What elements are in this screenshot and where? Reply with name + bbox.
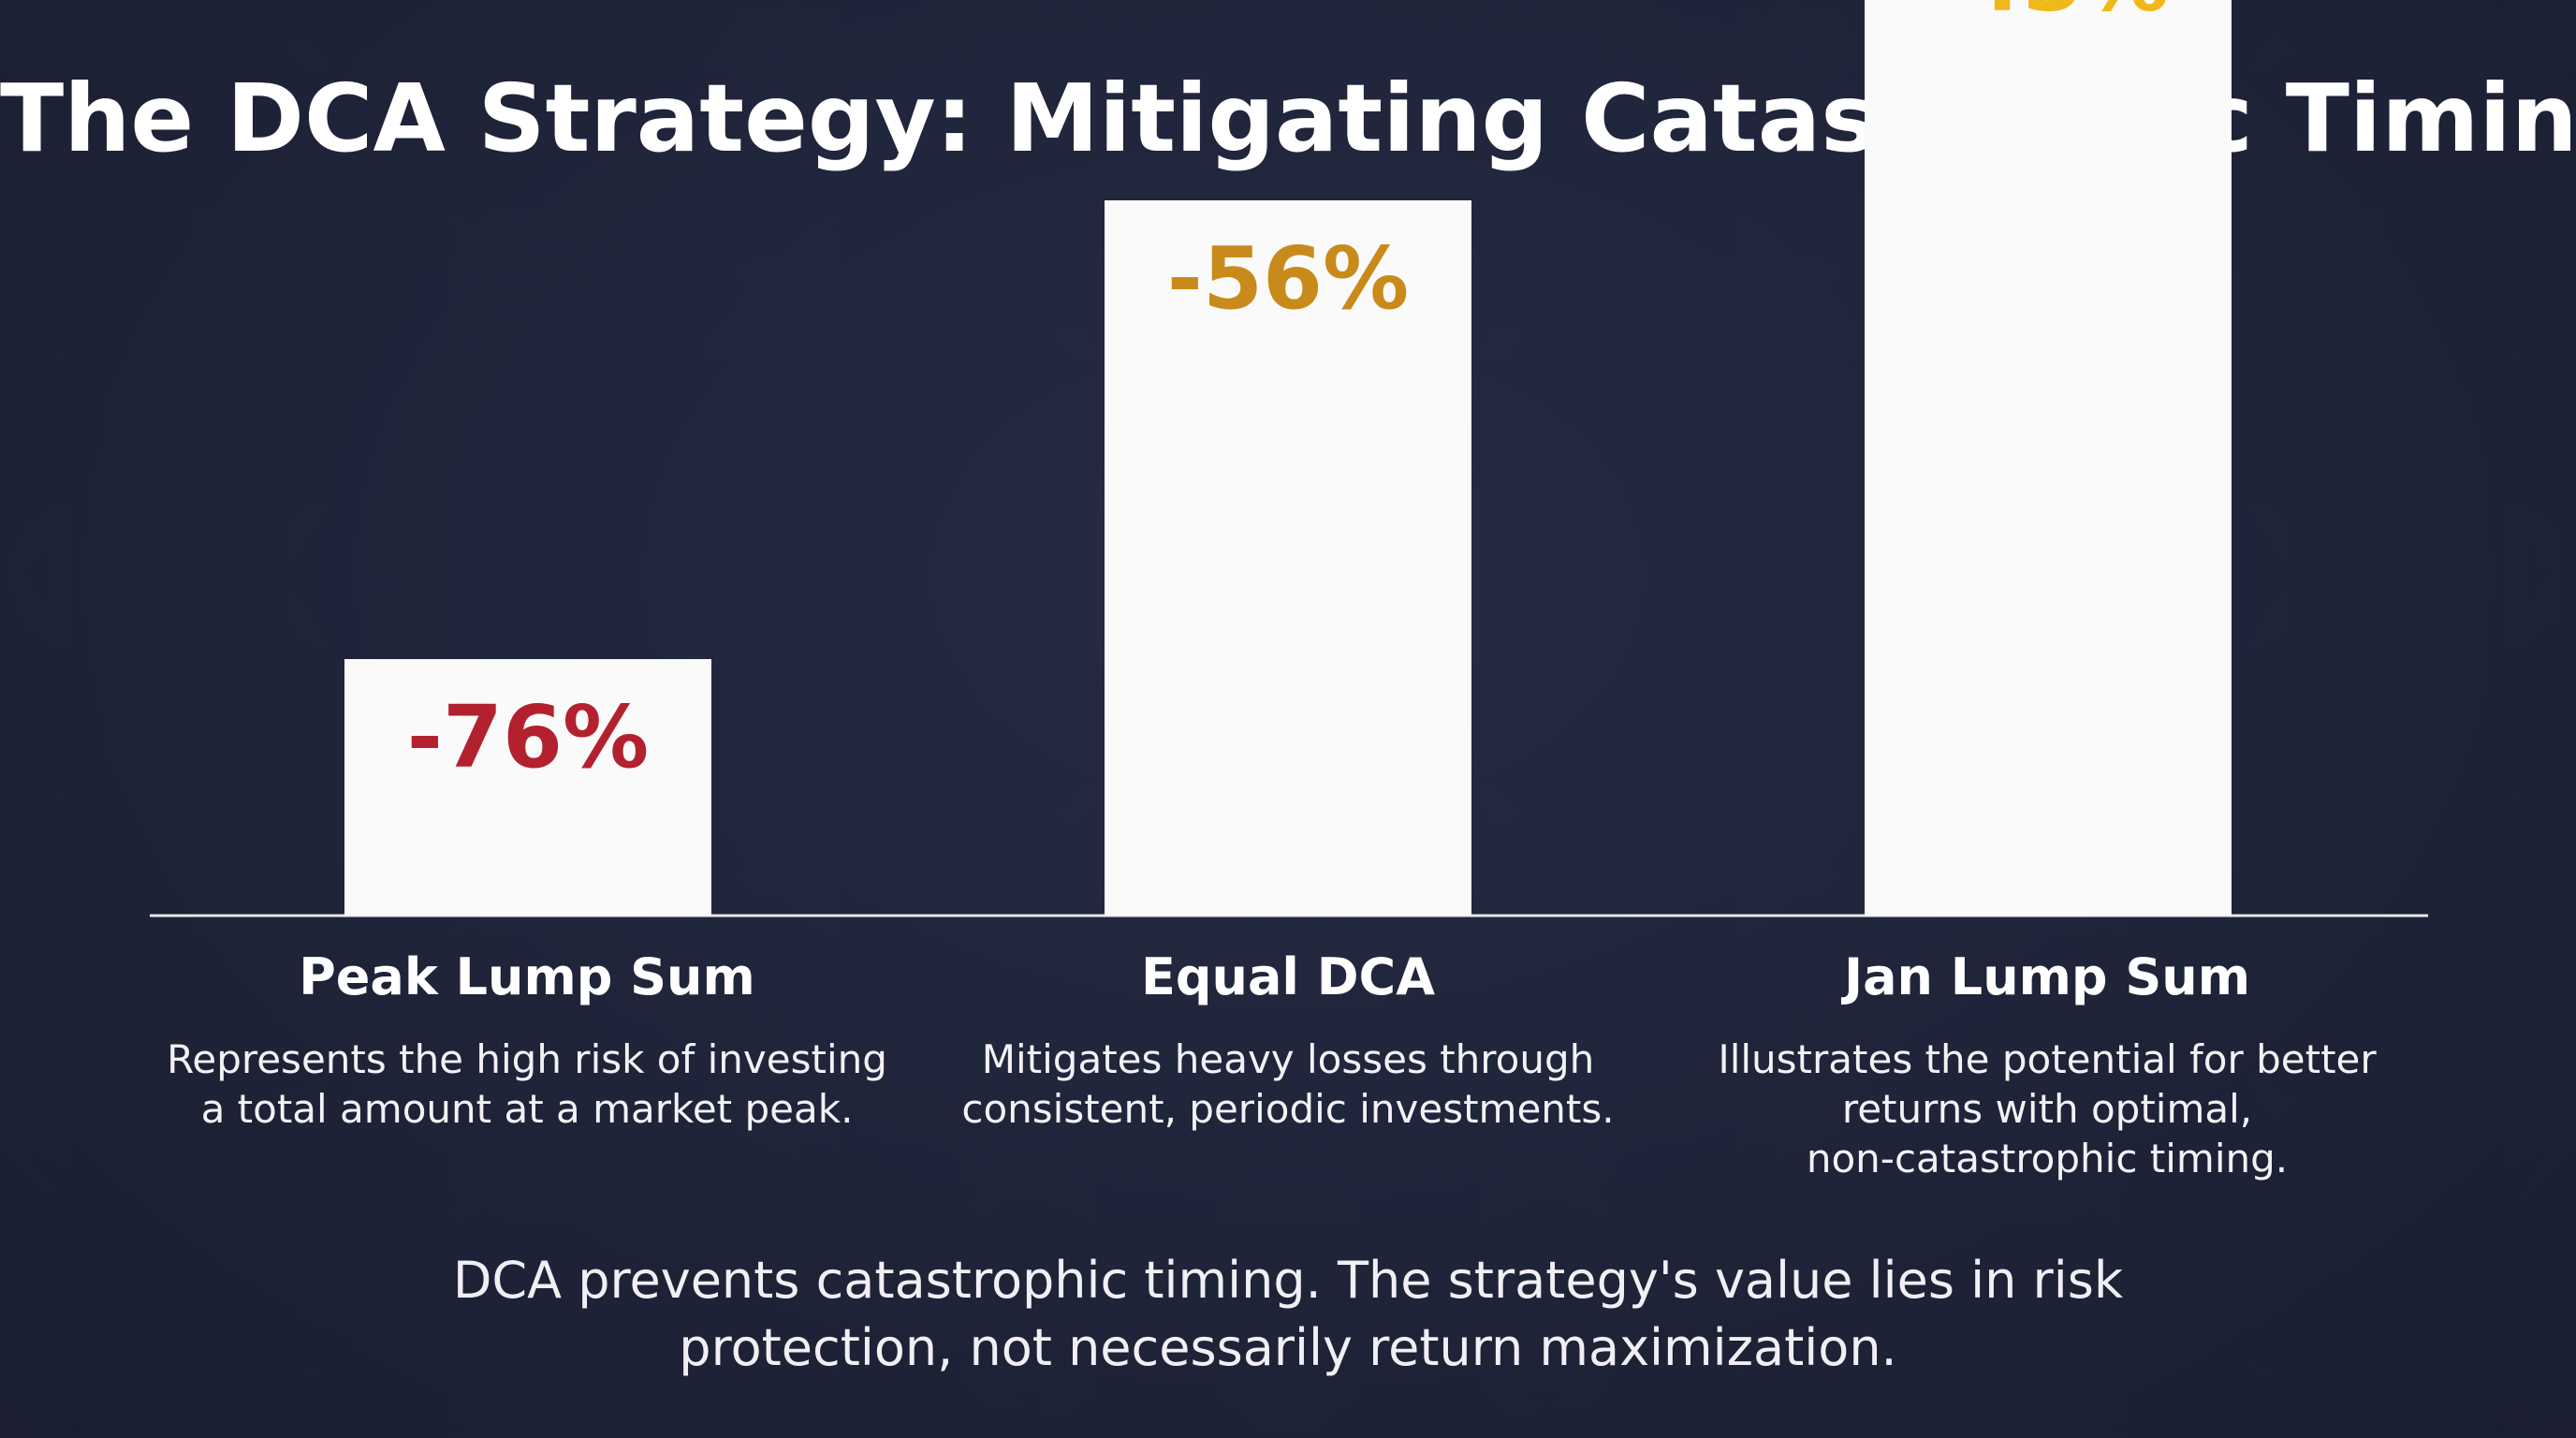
- category-description: Mitigates heavy losses through consisten…: [961, 1036, 1615, 1132]
- category-equal-dca: Equal DCA Mitigates heavy losses through…: [904, 947, 1672, 1134]
- bar-peak-lump-sum: [344, 659, 711, 916]
- category-label: Peak Lump Sum: [299, 947, 755, 1006]
- bar-equal-dca: [1105, 200, 1471, 916]
- bar-jan-lump-sum: [1865, 0, 2232, 916]
- category-jan-lump-sum: Jan Lump Sum Illustrates the potential f…: [1663, 947, 2431, 1183]
- bar-value-label: -76%: [407, 687, 649, 787]
- bar-value-label: -43%: [1927, 0, 2169, 31]
- category-description: Illustrates the potential for better ret…: [1718, 1036, 2377, 1181]
- category-peak-lump-sum: Peak Lump Sum Represents the high risk o…: [143, 947, 911, 1134]
- category-label: Jan Lump Sum: [1844, 947, 2250, 1006]
- bar-value-label: -56%: [1167, 228, 1409, 329]
- footnote: DCA prevents catastrophic timing. The st…: [452, 1251, 2124, 1377]
- category-description: Represents the high risk of investing a …: [167, 1036, 887, 1132]
- category-label: Equal DCA: [1141, 947, 1435, 1006]
